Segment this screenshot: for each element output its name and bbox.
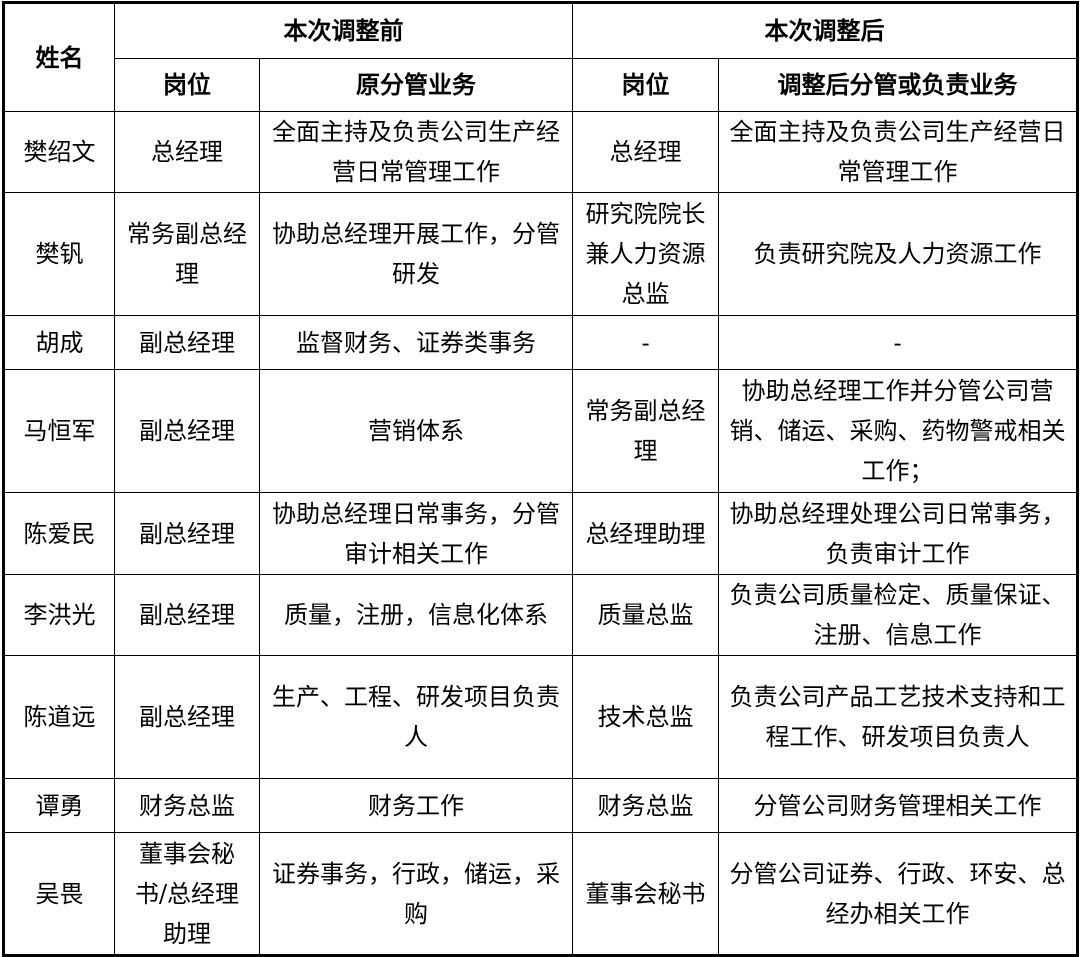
cell-pos-before: 总经理 <box>114 111 260 193</box>
cell-pos-after: 技术总监 <box>572 655 719 779</box>
cell-duty-before: 全面主持及负责公司生产经营日常管理工作 <box>259 111 573 193</box>
cell-duty-after: 负责公司质量检定、质量保证、注册、信息工作 <box>718 574 1078 656</box>
header-position-after: 岗位 <box>572 58 719 112</box>
cell-duty-after: 全面主持及负责公司生产经营日常管理工作 <box>718 111 1078 193</box>
cell-duty-before: 质量，注册，信息化体系 <box>259 574 573 656</box>
cell-duty-before: 生产、工程、研发项目负责人 <box>259 655 573 779</box>
cell-name: 樊绍文 <box>3 111 115 193</box>
cell-duty-after: 分管公司财务管理相关工作 <box>718 778 1078 833</box>
header-duty-after: 调整后分管或负责业务 <box>718 58 1078 112</box>
header-position-before: 岗位 <box>114 58 260 112</box>
cell-duty-before: 财务工作 <box>259 778 573 833</box>
table-row: 谭勇 财务总监 财务工作 财务总监 分管公司财务管理相关工作 <box>3 778 1078 833</box>
cell-name: 樊钒 <box>3 192 115 316</box>
cell-duty-after: 负责公司产品工艺技术支持和工程工作、研发项目负责人 <box>718 655 1078 779</box>
cell-pos-before: 副总经理 <box>114 492 260 575</box>
cell-pos-before: 副总经理 <box>114 655 260 779</box>
table-row: 马恒军 副总经理 营销体系 常务副总经理 协助总经理工作并分管公司营销、储运、采购、药物… <box>3 369 1078 493</box>
cell-pos-after: 研究院院长兼人力资源总监 <box>572 192 719 316</box>
cell-pos-before: 财务总监 <box>114 778 260 833</box>
table-row: 樊绍文 总经理 全面主持及负责公司生产经营日常管理工作 总经理 全面主持及负责公司生产经… <box>3 111 1078 193</box>
cell-pos-after: 常务副总经理 <box>572 369 719 493</box>
cell-duty-before: 营销体系 <box>259 369 573 493</box>
table-row: 李洪光 副总经理 质量，注册，信息化体系 质量总监 负责公司质量检定、质量保证、注册、信… <box>3 574 1078 656</box>
cell-name: 谭勇 <box>3 778 115 833</box>
cell-pos-before: 副总经理 <box>114 369 260 493</box>
cell-duty-after: 分管公司证券、行政、环安、总经办相关工作 <box>718 832 1078 956</box>
cell-pos-after: 总经理 <box>572 111 719 193</box>
cell-name: 马恒军 <box>3 369 115 493</box>
cell-name: 胡成 <box>3 315 115 370</box>
cell-duty-after: 协助总经理处理公司日常事务，负责审计工作 <box>718 492 1078 575</box>
cell-pos-before: 董事会秘书/总经理助理 <box>114 832 260 956</box>
cell-pos-before: 副总经理 <box>114 315 260 370</box>
cell-duty-after: - <box>718 315 1078 370</box>
table-row: 樊钒 常务副总经理 协助总经理开展工作，分管研发 研究院院长兼人力资源总监 负责研究院及… <box>3 192 1078 316</box>
cell-duty-before: 证券事务，行政，储运，采购 <box>259 832 573 956</box>
header-duty-before: 原分管业务 <box>259 58 573 112</box>
cell-duty-after: 协助总经理工作并分管公司营销、储运、采购、药物警戒相关工作； <box>718 369 1078 493</box>
cell-pos-after: 质量总监 <box>572 574 719 656</box>
table-row: 吴畏 董事会秘书/总经理助理 证券事务，行政，储运，采购 董事会秘书 分管公司证券、行政… <box>3 832 1078 956</box>
table-row: 胡成 副总经理 监督财务、证券类事务 - - <box>3 315 1078 370</box>
header-name: 姓名 <box>3 2 115 112</box>
cell-pos-after: 总经理助理 <box>572 492 719 575</box>
cell-duty-before: 协助总经理开展工作，分管研发 <box>259 192 573 316</box>
cell-pos-after: 财务总监 <box>572 778 719 833</box>
cell-pos-before: 常务副总经理 <box>114 192 260 316</box>
cell-duty-after: 负责研究院及人力资源工作 <box>718 192 1078 316</box>
header-before: 本次调整前 <box>114 2 573 59</box>
cell-name: 吴畏 <box>3 832 115 956</box>
table-row: 陈爱民 副总经理 协助总经理日常事务，分管审计相关工作 总经理助理 协助总经理处理公司日… <box>3 492 1078 575</box>
cell-pos-before: 副总经理 <box>114 574 260 656</box>
cell-name: 李洪光 <box>3 574 115 656</box>
header-after: 本次调整后 <box>572 2 1078 59</box>
cell-duty-before: 监督财务、证券类事务 <box>259 315 573 370</box>
cell-name: 陈道远 <box>3 655 115 779</box>
table-row: 陈道远 副总经理 生产、工程、研发项目负责人 技术总监 负责公司产品工艺技术支持和工程工… <box>3 655 1078 779</box>
cell-duty-before: 协助总经理日常事务，分管审计相关工作 <box>259 492 573 575</box>
cell-pos-after: - <box>572 315 719 370</box>
cell-pos-after: 董事会秘书 <box>572 832 719 956</box>
cell-name: 陈爱民 <box>3 492 115 575</box>
